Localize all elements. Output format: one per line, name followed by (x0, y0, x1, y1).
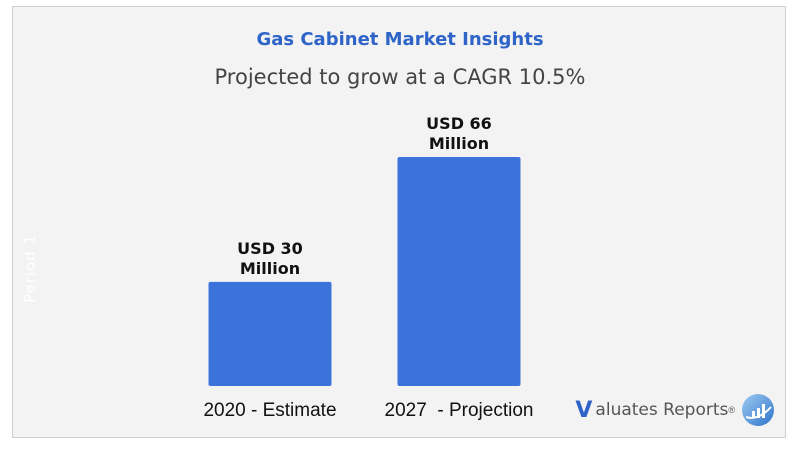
logo-v-mark: V (575, 397, 593, 423)
category-label-0: 2020 - Estimate (203, 400, 336, 421)
chart-globe-icon (742, 394, 774, 426)
chart-subtitle: Projected to grow at a CAGR 10.5% (214, 65, 586, 89)
logo-text: aluates Reports (595, 400, 729, 420)
data-label-0-1: Million (240, 259, 300, 278)
valuates-logo: V aluates Reports ® (575, 393, 775, 427)
category-label-1: 2027 - Projection (385, 400, 534, 421)
chart-card: Gas Cabinet Market Insights Projected to… (12, 6, 786, 438)
logo-registered-mark: ® (728, 405, 735, 415)
bar-1 (397, 157, 521, 386)
data-label-0-0: USD 30 (237, 239, 303, 258)
bar-0 (208, 281, 332, 386)
data-label-1-0: USD 66 (426, 114, 492, 133)
chart-title: Gas Cabinet Market Insights (256, 29, 544, 50)
data-label-1-1: Million (429, 134, 489, 153)
